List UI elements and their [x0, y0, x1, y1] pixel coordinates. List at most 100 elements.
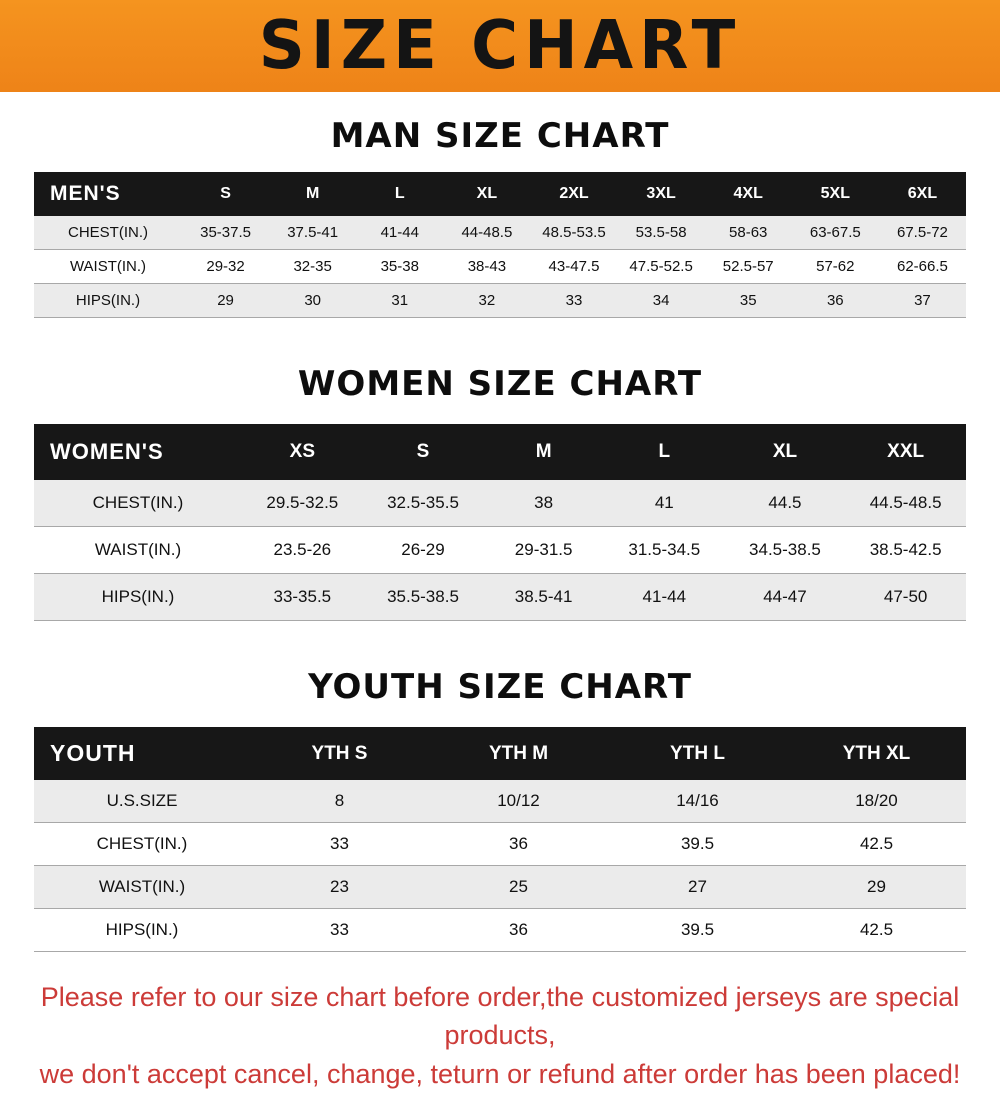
- women-header-row: WOMEN'S XS S M L XL XXL: [34, 424, 966, 480]
- value-cell: 52.5-57: [704, 249, 792, 284]
- value-cell: 29.5-32.5: [242, 480, 363, 527]
- youth-header-row: YOUTH YTH S YTH M YTH L YTH XL: [34, 727, 966, 780]
- value-cell: 10/12: [429, 780, 608, 823]
- value-cell: 37.5-41: [269, 216, 357, 250]
- value-cell: 38.5-41: [483, 573, 604, 621]
- women-size-table: WOMEN'S XS S M L XL XXL CHEST(IN.) 29.5-32.5 32.5…: [34, 424, 966, 621]
- value-cell: 31: [356, 283, 444, 318]
- value-cell: 35.5-38.5: [362, 573, 484, 621]
- value-cell: 25: [429, 865, 608, 909]
- row-label: U.S.SIZE: [34, 780, 250, 823]
- value-cell: 30: [269, 283, 357, 318]
- women-row-chest-in: CHEST(IN.) 29.5-32.5 32.5-35.5 38 41 44.5 44.5…: [34, 480, 966, 527]
- value-cell: 33: [530, 283, 618, 318]
- value-cell: 47-50: [845, 573, 966, 621]
- men-table-title: MEN'S: [34, 172, 182, 216]
- men-size-column-3xl: 3XL: [617, 172, 705, 216]
- men-size-column-s: S: [182, 172, 270, 216]
- value-cell: 29: [182, 283, 270, 318]
- value-cell: 29: [787, 865, 966, 909]
- value-cell: 32: [443, 283, 531, 318]
- value-cell: 34.5-38.5: [724, 526, 846, 574]
- women-row-hips-in: HIPS(IN.) 33-35.5 35.5-38.5 38.5-41 41-44 44-…: [34, 573, 966, 621]
- value-cell: 36: [429, 822, 608, 866]
- value-cell: 58-63: [704, 216, 792, 250]
- youth-size-chart-section: YOUTH SIZE CHART YOUTH YTH S YTH M YTH L YTH …: [0, 667, 1000, 952]
- youth-size-table: YOUTH YTH S YTH M YTH L YTH XL U.S.SIZE 8 10/12…: [34, 727, 966, 952]
- value-cell: 23.5-26: [242, 526, 363, 574]
- value-cell: 44-47: [724, 573, 846, 621]
- value-cell: 37: [878, 283, 966, 318]
- men-size-column-m: M: [269, 172, 357, 216]
- value-cell: 42.5: [787, 908, 966, 952]
- value-cell: 39.5: [608, 908, 787, 952]
- youth-row-chest-in: CHEST(IN.) 33 36 39.5 42.5: [34, 822, 966, 866]
- men-row-chest-in: CHEST(IN.) 35-37.5 37.5-41 41-44 44-48.5 48.5…: [34, 216, 966, 250]
- women-size-column-s: S: [362, 424, 484, 480]
- value-cell: 44.5-48.5: [845, 480, 966, 527]
- youth-size-column-yth-m: YTH M: [429, 727, 608, 780]
- size-chart-banner: SIZE CHART: [0, 0, 1000, 92]
- women-row-waist-in: WAIST(IN.) 23.5-26 26-29 29-31.5 31.5-34.5 34…: [34, 526, 966, 574]
- youth-row-waist-in: WAIST(IN.) 23 25 27 29: [34, 865, 966, 909]
- row-label: CHEST(IN.): [34, 480, 242, 527]
- value-cell: 29-31.5: [483, 526, 604, 574]
- youth-row-hips-in: HIPS(IN.) 33 36 39.5 42.5: [34, 908, 966, 952]
- men-size-column-xl: XL: [443, 172, 531, 216]
- women-size-chart-section: WOMEN SIZE CHART WOMEN'S XS S M L XL XXL CHEST(I…: [0, 364, 1000, 621]
- value-cell: 39.5: [608, 822, 787, 866]
- value-cell: 42.5: [787, 822, 966, 866]
- value-cell: 63-67.5: [791, 216, 879, 250]
- value-cell: 36: [791, 283, 879, 318]
- men-size-chart-section: MAN SIZE CHART MEN'S S M L XL 2XL 3XL 4XL 5XL 6XL C…: [0, 116, 1000, 318]
- men-row-waist-in: WAIST(IN.) 29-32 32-35 35-38 38-43 43-47.5 47.…: [34, 249, 966, 284]
- value-cell: 38.5-42.5: [845, 526, 966, 574]
- value-cell: 44.5: [724, 480, 846, 527]
- footer-note-line1: Please refer to our size chart before or…: [40, 982, 960, 1051]
- men-size-column-l: L: [356, 172, 444, 216]
- row-label: HIPS(IN.): [34, 573, 242, 621]
- row-label: WAIST(IN.): [34, 865, 250, 909]
- footer-note-line2: we don't accept cancel, change, teturn o…: [39, 1058, 961, 1089]
- men-size-column-6xl: 6XL: [878, 172, 966, 216]
- value-cell: 32-35: [269, 249, 357, 284]
- value-cell: 41: [603, 480, 725, 527]
- value-cell: 38-43: [443, 249, 531, 284]
- value-cell: 62-66.5: [878, 249, 966, 284]
- men-size-column-4xl: 4XL: [704, 172, 792, 216]
- youth-row-u-s-size: U.S.SIZE 8 10/12 14/16 18/20: [34, 780, 966, 823]
- value-cell: 23: [250, 865, 429, 909]
- row-label: HIPS(IN.): [34, 908, 250, 952]
- women-table-title: WOMEN'S: [34, 424, 242, 480]
- women-size-column-l: L: [603, 424, 725, 480]
- women-size-column-m: M: [483, 424, 604, 480]
- value-cell: 57-62: [791, 249, 879, 284]
- men-chart-heading: MAN SIZE CHART: [330, 116, 670, 156]
- value-cell: 38: [483, 480, 604, 527]
- value-cell: 14/16: [608, 780, 787, 823]
- men-size-column-5xl: 5XL: [791, 172, 879, 216]
- youth-size-column-yth-xl: YTH XL: [787, 727, 966, 780]
- youth-size-column-yth-s: YTH S: [250, 727, 429, 780]
- value-cell: 35: [704, 283, 792, 318]
- women-size-column-xl: XL: [724, 424, 846, 480]
- men-size-table: MEN'S S M L XL 2XL 3XL 4XL 5XL 6XL CHEST(IN.) 35-37…: [34, 172, 966, 318]
- men-size-column-2xl: 2XL: [530, 172, 618, 216]
- value-cell: 44-48.5: [443, 216, 531, 250]
- men-row-hips-in: HIPS(IN.) 29 30 31 32 33 34 35 36 37: [34, 283, 966, 318]
- value-cell: 48.5-53.5: [530, 216, 618, 250]
- row-label: CHEST(IN.): [34, 216, 182, 250]
- value-cell: 43-47.5: [530, 249, 618, 284]
- value-cell: 26-29: [362, 526, 484, 574]
- value-cell: 33: [250, 908, 429, 952]
- value-cell: 41-44: [356, 216, 444, 250]
- value-cell: 36: [429, 908, 608, 952]
- banner-title: SIZE CHART: [258, 7, 742, 85]
- youth-table-title: YOUTH: [34, 727, 250, 780]
- footer-note: Please refer to our size chart before or…: [0, 978, 1000, 1093]
- value-cell: 33-35.5: [242, 573, 363, 621]
- value-cell: 18/20: [787, 780, 966, 823]
- value-cell: 33: [250, 822, 429, 866]
- value-cell: 32.5-35.5: [362, 480, 484, 527]
